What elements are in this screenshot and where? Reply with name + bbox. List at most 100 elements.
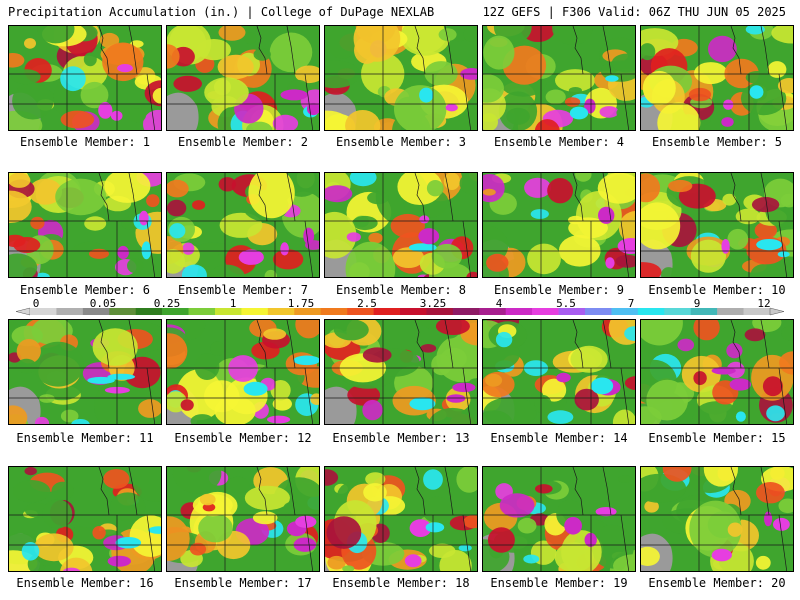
forecast-map-panel: [640, 25, 794, 131]
colorbar-swatch: [479, 308, 507, 315]
colorbar-tick-label: 0.05: [89, 297, 117, 310]
precip-map: [9, 173, 161, 277]
forecast-map-panel: [482, 466, 636, 572]
forecast-map-panel: [324, 172, 478, 278]
precip-map: [483, 320, 635, 424]
precip-map: [9, 467, 161, 571]
precip-map: [483, 26, 635, 130]
precip-map: [167, 26, 319, 130]
colorbar-tick-label: 0.25: [153, 297, 181, 310]
colorbar-tick-label: 9: [693, 297, 701, 310]
precip-map: [641, 467, 793, 571]
ensemble-member-label: Ensemble Member: 13: [332, 431, 470, 445]
colorbar-tick-label: 12: [757, 297, 771, 310]
colorbar-swatch: [743, 308, 771, 315]
ensemble-member-label: Ensemble Member: 8: [335, 283, 467, 297]
colorbar-tick-label: 3.25: [419, 297, 447, 310]
ensemble-member-label: Ensemble Member: 14: [490, 431, 628, 445]
forecast-map-panel: [640, 319, 794, 425]
precip-map: [167, 320, 319, 424]
colorbar-swatch: [558, 308, 586, 315]
colorbar-max-arrow: [769, 307, 785, 316]
colorbar: [15, 307, 785, 316]
colorbar-swatch: [135, 308, 163, 315]
ensemble-member-label: Ensemble Member: 6: [19, 283, 151, 297]
colorbar-swatch: [215, 308, 242, 315]
colorbar-swatch: [373, 308, 401, 315]
ensemble-member-label: Ensemble Member: 17: [174, 576, 312, 590]
colorbar-swatch: [347, 308, 374, 315]
precip-map: [325, 320, 477, 424]
forecast-map-panel: [166, 319, 320, 425]
colorbar-swatch: [82, 308, 110, 315]
colorbar-tick-label: 1.75: [287, 297, 315, 310]
colorbar-swatch: [56, 308, 84, 315]
ensemble-member-label: Ensemble Member: 18: [332, 576, 470, 590]
ensemble-member-label: Ensemble Member: 2: [177, 135, 309, 149]
ensemble-member-label: Ensemble Member: 20: [648, 576, 786, 590]
ensemble-member-label: Ensemble Member: 1: [19, 135, 151, 149]
forecast-map-panel: [8, 319, 162, 425]
colorbar-swatch: [452, 308, 480, 315]
colorbar-swatch: [320, 308, 348, 315]
forecast-map-panel: [482, 319, 636, 425]
colorbar-swatch: [585, 308, 612, 315]
precip-map: [325, 26, 477, 130]
precip-map: [325, 467, 477, 571]
precip-map: [9, 26, 161, 130]
ensemble-member-label: Ensemble Member: 16: [16, 576, 154, 590]
colorbar-swatch: [109, 308, 137, 315]
colorbar-swatch: [717, 308, 744, 315]
forecast-map-panel: [8, 466, 162, 572]
forecast-map-panel: [166, 466, 320, 572]
colorbar-swatch: [30, 308, 57, 315]
forecast-map-panel: [324, 466, 478, 572]
colorbar-swatch: [162, 308, 189, 315]
precip-map: [641, 26, 793, 130]
ensemble-member-label: Ensemble Member: 9: [493, 283, 625, 297]
colorbar-tick-label: 2.5: [357, 297, 377, 310]
precip-map: [641, 173, 793, 277]
ensemble-member-label: Ensemble Member: 12: [174, 431, 312, 445]
colorbar-swatch: [426, 308, 454, 315]
forecast-map-panel: [640, 172, 794, 278]
precip-map: [483, 467, 635, 571]
precip-map: [167, 173, 319, 277]
colorbar-tick-label: 0: [32, 297, 40, 310]
colorbar-swatch: [241, 308, 269, 315]
forecast-map-panel: [8, 25, 162, 131]
forecast-map-panel: [8, 172, 162, 278]
colorbar-swatch: [637, 308, 665, 315]
forecast-map-panel: [482, 172, 636, 278]
page-title: Precipitation Accumulation (in.) | Colle…: [8, 5, 435, 19]
forecast-map-panel: [482, 25, 636, 131]
colorbar-swatch: [690, 308, 718, 315]
colorbar-tick-label: 7: [627, 297, 635, 310]
colorbar-swatch: [294, 308, 322, 315]
colorbar-tick-label: 1: [229, 297, 237, 310]
colorbar-swatch: [188, 308, 216, 315]
colorbar-swatch: [532, 308, 559, 315]
colorbar-swatch: [267, 308, 295, 315]
colorbar-swatch: [664, 308, 692, 315]
colorbar-tick-label: 4: [495, 297, 503, 310]
forecast-map-panel: [166, 25, 320, 131]
precip-map: [9, 320, 161, 424]
ensemble-member-label: Ensemble Member: 11: [16, 431, 154, 445]
forecast-map-panel: [640, 466, 794, 572]
ensemble-member-label: Ensemble Member: 19: [490, 576, 628, 590]
precip-map: [325, 173, 477, 277]
precip-map: [167, 467, 319, 571]
ensemble-member-label: Ensemble Member: 5: [651, 135, 783, 149]
colorbar-tick-label: 5.5: [556, 297, 576, 310]
forecast-map-panel: [324, 25, 478, 131]
forecast-map-panel: [166, 172, 320, 278]
ensemble-member-label: Ensemble Member: 3: [335, 135, 467, 149]
colorbar-swatch: [611, 308, 639, 315]
colorbar-swatch: [505, 308, 533, 315]
ensemble-member-label: Ensemble Member: 4: [493, 135, 625, 149]
ensemble-member-label: Ensemble Member: 15: [648, 431, 786, 445]
precip-map: [641, 320, 793, 424]
precip-map: [483, 173, 635, 277]
forecast-map-panel: [324, 319, 478, 425]
